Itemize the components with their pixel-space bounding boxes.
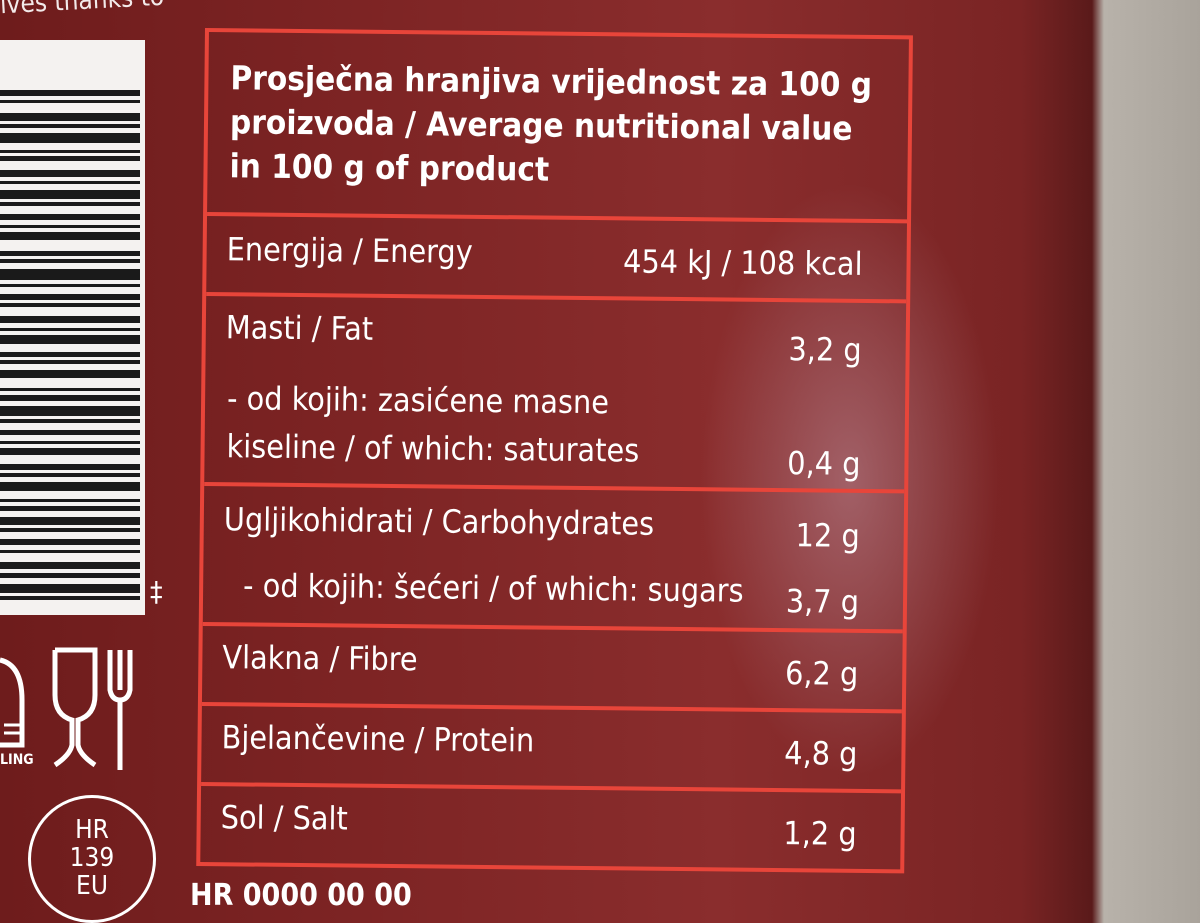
barcode-stripe: [0, 499, 140, 502]
barcode-stripe: [0, 573, 140, 578]
barcode-stripe: [0, 156, 140, 161]
barcode-stripe: [0, 303, 140, 307]
row-label: Vlakna / Fibre: [222, 638, 418, 679]
barcode-stripe: [0, 294, 140, 300]
barcode-stripe: [0, 335, 140, 344]
barcode-stripe: [0, 482, 140, 491]
row-label: - od kojih: šećeri / of which: sugars: [242, 566, 744, 610]
row-value: 4,8 g: [784, 734, 858, 773]
barcode-stripe: [0, 225, 140, 228]
barcode-stripe: [0, 419, 140, 423]
barcode-stripe: [0, 251, 140, 256]
barcode-stripe: [0, 316, 140, 323]
nutrition-table: Prosječna hranjiva vrijednost za 100 g p…: [196, 28, 913, 874]
row-label: Sol / Salt: [220, 798, 349, 838]
bottom-text: HR 0000 00 00: [190, 878, 412, 913]
barcode-stripe: [0, 352, 140, 357]
barcode-stripe: [0, 550, 140, 553]
barcode-stripe: [0, 269, 140, 280]
row-label: Bjelančevine / Protein: [221, 718, 535, 760]
barcode-stripe: [0, 150, 140, 153]
barcode-stripe: [0, 388, 140, 391]
row-value: 454 kJ / 108 kcal: [622, 242, 863, 283]
barcode-stripe: [0, 430, 140, 435]
barcode-stripe: [0, 232, 140, 240]
barcode-stripe: [0, 360, 140, 364]
health-mark-country: HR: [75, 815, 109, 845]
barcode-stripe: [0, 90, 140, 96]
row-value: 3,2 g: [788, 330, 862, 369]
barcode-stripe: [0, 202, 140, 206]
row-label: Ugljikohidrati / Carbohydrates: [223, 500, 655, 543]
table-row-protein: Bjelančevine / Protein 4,8 g: [201, 702, 902, 790]
recycling-icon: [0, 657, 25, 748]
barcode-stripe: [0, 113, 140, 121]
health-mark-eu: EU: [76, 871, 108, 901]
table-heading: Prosječna hranjiva vrijednost za 100 g p…: [229, 58, 873, 189]
table-row-fibre: Vlakna / Fibre 6,2 g: [201, 622, 903, 710]
barcode-stripe: [0, 170, 140, 177]
barcode-stripe: [0, 100, 140, 103]
health-mark-number: 139: [69, 843, 115, 873]
barcode-marker: ‡: [150, 575, 163, 608]
barcode-stripe: [0, 464, 140, 470]
barcode-stripe: [0, 562, 140, 569]
health-mark: HR 139 EU: [28, 795, 156, 923]
barcode-stripe: [0, 473, 140, 477]
barcode-stripe: [0, 528, 140, 532]
barcode-stripe: [0, 181, 140, 184]
barcode-stripe: [0, 133, 140, 143]
barcode-stripe: [0, 328, 140, 331]
barcode-stripe: [0, 395, 140, 401]
row-label: Energija / Energy: [226, 230, 473, 271]
row-label: Masti / Fat: [225, 308, 374, 348]
barcode-stripe: [0, 406, 140, 416]
barcode-stripe: [0, 596, 140, 600]
row-value: 6,2 g: [784, 654, 859, 693]
barcode-stripe: [0, 124, 140, 128]
table-row-fat: Masti / Fat 3,2 g - od kojih: zasićene m…: [204, 292, 907, 490]
table-row-salt: Sol / Salt 1,2 g: [200, 782, 902, 874]
top-text: ives thanks to: [0, 0, 165, 21]
recycling-text: LING: [0, 752, 34, 768]
row-value: 3,7 g: [785, 582, 860, 621]
barcode-stripe: [0, 259, 140, 263]
barcode-stripe: [0, 190, 140, 199]
barcode-stripe: [0, 370, 140, 378]
barcode-stripe: [0, 539, 140, 545]
row-value: 0,4 g: [787, 444, 861, 483]
barcode-stripe: [0, 517, 140, 525]
row-label: - od kojih: zasićene masne kiseline / of…: [226, 379, 640, 470]
row-value: 12 g: [795, 516, 860, 555]
barcode-stripe: [0, 441, 140, 444]
barcode-stripe: [0, 214, 140, 220]
barcode-stripe: [0, 448, 140, 455]
row-value: 1,2 g: [783, 814, 857, 853]
barcode-stripe: [0, 284, 140, 287]
barcode: [0, 40, 145, 615]
glass-fork-icon: [52, 647, 133, 770]
barcode-stripe: [0, 584, 140, 593]
barcode-stripe: [0, 506, 140, 511]
table-row-energy: Energija / Energy 454 kJ / 108 kcal: [206, 212, 908, 300]
table-row-carbohydrates: Ugljikohidrati / Carbohydrates 12 g - od…: [202, 482, 905, 630]
